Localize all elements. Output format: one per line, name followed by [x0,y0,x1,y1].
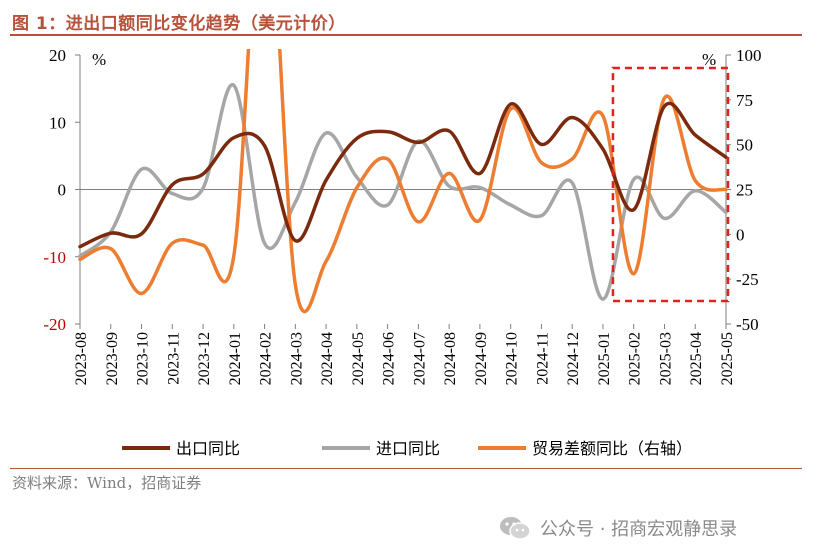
export-line [78,101,728,249]
source-divider [10,468,802,469]
x-tick-label: 2024-02 [258,332,275,385]
legend-label: 贸易差额同比（右轴） [532,439,692,458]
x-tick-label: 2024-07 [411,332,428,385]
x-tick-label: 2023-10 [135,332,152,385]
right-tick-label: -25 [736,270,759,289]
legend-label: 进口同比 [376,439,440,458]
left-tick-label: 10 [49,113,66,132]
watermark-text: 公众号 · 招商宏观静思录 [540,519,738,540]
x-tick-label: 2024-03 [288,332,305,385]
x-tick-label: 2023-12 [196,332,213,385]
left-tick-label: -10 [43,248,66,267]
import-line [78,83,728,301]
x-tick-label: 2024-05 [350,332,367,385]
x-tick-label: 2023-08 [73,332,90,385]
highlight-box [611,66,730,303]
x-tick-label: 2025-04 [688,332,705,385]
source-note: 资料来源：Wind，招商证券 [12,474,202,492]
right-tick-label: -50 [736,315,759,334]
x-tick-label: 2024-09 [473,332,490,385]
x-tick-label: 2024-06 [381,332,398,385]
wechat-icon [500,517,531,540]
x-tick-label: 2024-11 [534,332,551,385]
x-tick-label: 2023-09 [104,332,121,385]
x-tick-label: 2025-03 [657,332,674,385]
x-tick-label: 2024-08 [442,332,459,385]
chart-title: 图 1：进出口额同比变化趋势（美元计价） [12,14,346,34]
left-tick-label: 0 [58,181,67,200]
x-tick-label: 2024-12 [565,332,582,385]
right-tick-label: 0 [736,225,745,244]
chart: -20 -10 0 10 20 % -50 -25 0 25 50 75 100% 2023-08 2023… [43,46,762,458]
watermark: 公众号 · 招商宏观静思录 [498,512,737,544]
right-tick-label: 25 [736,181,753,200]
x-tick-label: 2025-02 [627,332,644,385]
x-tick-label: 2024-04 [319,332,336,385]
x-tick-label: 2024-10 [504,332,521,385]
left-axis-unit: % [92,50,106,69]
x-tick-label: 2025-01 [596,332,613,385]
x-tick-label: 2025-05 [719,332,736,385]
title-bar: 图 1：进出口额同比变化趋势（美元计价） [10,6,802,36]
right-tick-label: 100 [736,46,762,65]
right-tick-label: 50 [736,136,753,155]
legend-label: 出口同比 [176,439,240,458]
trade-balance-line [78,49,728,314]
x-tick-label: 2024-01 [227,332,244,385]
right-axis-unit: % [702,50,716,69]
right-tick-label: 75 [736,91,753,110]
x-tick-label: 2023-11 [165,332,182,385]
left-tick-label: 20 [49,46,66,65]
left-tick-label: -20 [43,315,66,334]
